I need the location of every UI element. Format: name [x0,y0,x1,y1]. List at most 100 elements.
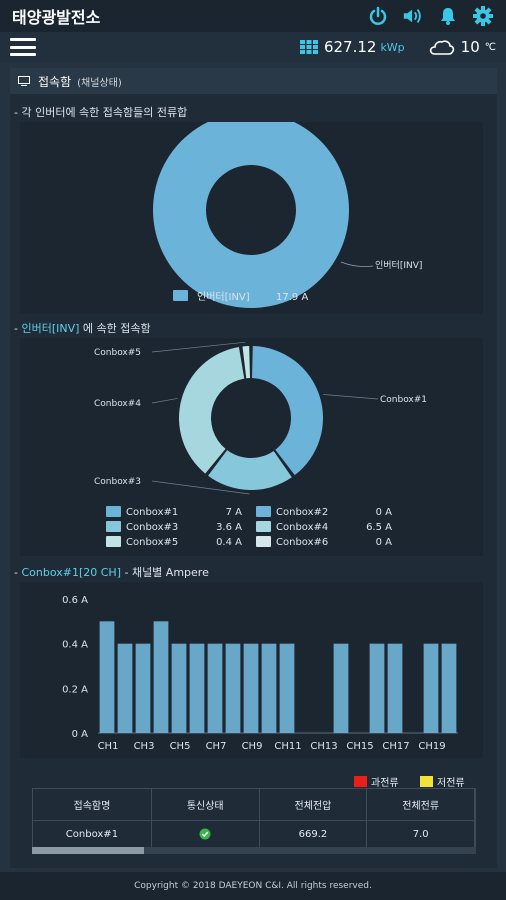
sound-icon[interactable] [402,5,424,27]
panel-title: 접속함 [38,74,72,89]
conbox-table: 접속함명 통신상태 전체전압 전체전류 Conbox#1 669.2 7.0 [32,788,476,848]
app-title: 태양광발전소 [12,8,101,27]
legend-label: Conbox#4 [276,522,328,533]
channel-bar-card: 0.6 A 0.4 A 0.2 A 0 A CH1 CH3 CH5 CH7 CH9 CH11 CH1… [20,582,483,758]
legend-value: 7 A [226,507,243,518]
pie-slice[interactable] [178,347,245,474]
panel-header: 접속함 (채널상태) [10,68,497,94]
cell-comm-status [152,821,260,847]
pie-slice[interactable] [251,346,323,476]
legend-label: Conbox#1 [126,507,178,518]
legend-swatch [173,290,188,301]
callout-line [151,398,178,404]
x-tick-label: CH13 [310,741,337,752]
header-comm-status: 통신상태 [152,789,260,820]
x-tick-label: CH9 [242,741,263,752]
x-tick-label: CH7 [206,741,227,752]
bar[interactable] [279,643,295,733]
inverter-pie-card: 인버터[INV] 인버터[INV] 17.9 A [20,111,483,314]
section2-title-rest: 에 속한 접속함 [79,322,151,335]
bar[interactable] [387,643,403,733]
power-value: 627.12 [323,38,377,56]
bar[interactable] [441,643,457,733]
power-icon[interactable] [367,5,389,27]
y-tick-label: 0.2 A [62,684,88,695]
legend-swatch [106,521,121,532]
callout-line [340,261,374,267]
under-current-label: 저전류 [437,778,465,789]
legend-value: 0 A [376,537,393,548]
slice-label: 인버터[INV] [375,260,422,271]
legend-swatch [106,536,121,547]
header-total-voltage: 전체전압 [260,789,368,820]
x-tick-label: CH17 [382,741,409,752]
bar[interactable] [135,643,151,733]
slice-label: Conbox#5 [94,348,141,358]
slice-label: Conbox#1 [380,395,427,405]
bar[interactable] [225,643,241,733]
bar[interactable] [369,643,385,733]
section3-title-highlight: Conbox#1[20 CH] [21,566,121,579]
monitor-icon [18,76,30,86]
section1-title: - 각 인버터에 속한 접속함들의 전류합 [14,106,188,119]
callout-line [151,341,246,353]
callout-line [151,480,250,495]
bar[interactable] [261,643,277,733]
temperature-value: 10 [460,38,480,56]
bar[interactable] [99,621,115,733]
x-tick-label: CH5 [170,741,191,752]
under-current-legend: 저전류 [420,774,465,789]
legend-label: Conbox#2 [276,507,328,518]
section3-title: - Conbox#1[20 CH] - 채널별 Ampere [14,564,209,580]
channel-bar-chart: 0.6 A 0.4 A 0.2 A 0 A CH1 CH3 CH5 CH7 CH9 CH11 CH1… [62,595,458,752]
table-scrollbar[interactable] [32,847,476,854]
solar-panel-icon [299,40,318,54]
pie-slice[interactable] [208,450,292,490]
bar[interactable] [243,643,259,733]
pie-slice[interactable] [242,346,251,379]
panel-subtitle: (채널상태) [77,77,122,89]
y-tick-label: 0 A [72,729,89,740]
bar[interactable] [207,643,223,733]
gear-icon[interactable] [472,5,494,27]
x-tick-label: CH15 [346,741,373,752]
pie-slice[interactable] [152,111,350,309]
bar[interactable] [117,643,133,733]
title-bar: 태양광발전소 [0,0,506,32]
weather-readout: 10 ℃ [429,38,496,56]
legend-value: 17.9 A [276,292,308,303]
conbox-donut-chart: Conbox#1 Conbox#3 Conbox#4 Conbox#5 Conbox#1… [94,341,427,548]
header-total-current: 전체전류 [367,789,476,820]
section2-title-prefix: - [14,322,22,335]
slice-label: Conbox#3 [94,477,141,487]
footer: Copyright © 2018 DAEYEON C&I. All rights… [0,872,506,900]
bar[interactable] [171,643,187,733]
bell-icon[interactable] [437,5,459,27]
legend-label: 인버터[INV] [197,291,250,303]
over-current-label: 과전류 [371,778,399,789]
cell-conbox-name: Conbox#1 [33,821,152,847]
cell-total-current: 7.0 [367,821,476,847]
legend-swatch [106,506,121,517]
bar[interactable] [333,643,349,733]
legend-value: 0.4 A [216,537,242,548]
menu-icon[interactable] [10,38,36,56]
slice-label: Conbox#4 [94,399,141,409]
y-tick-label: 0.6 A [62,595,88,606]
bar[interactable] [423,643,439,733]
x-tick-label: CH11 [274,741,301,752]
bar[interactable] [153,621,169,733]
legend-value: 0 A [376,507,393,518]
section3-title-rest: - 채널별 Ampere [120,566,209,579]
table-row[interactable]: Conbox#1 669.2 7.0 [33,821,476,847]
legend-label: Conbox#3 [126,522,178,533]
legend-label: Conbox#5 [126,537,178,548]
legend-swatch [256,521,271,532]
bar[interactable] [189,643,205,733]
x-tick-label: CH1 [98,741,119,752]
status-bar: 627.12 kWp 10 ℃ [0,32,506,62]
legend-swatch [256,536,271,547]
scrollbar-thumb[interactable] [32,847,144,854]
x-tick-label: CH19 [418,741,445,752]
cell-total-voltage: 669.2 [260,821,368,847]
